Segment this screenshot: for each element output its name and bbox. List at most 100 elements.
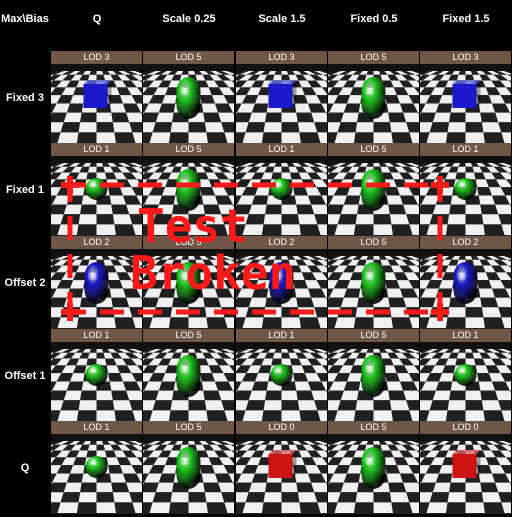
capsule-object — [176, 355, 201, 397]
lod-label: LOD 2 — [51, 236, 142, 249]
render-viewport — [51, 236, 142, 328]
render-viewport — [236, 236, 327, 328]
lod-label: LOD 5 — [143, 143, 234, 156]
cube-object — [83, 80, 112, 108]
column-header: Fixed 0.5 — [350, 13, 398, 25]
capsule-object — [84, 262, 109, 304]
lod-label: LOD 5 — [143, 329, 234, 342]
render-viewport — [420, 329, 511, 421]
render-cell: LOD 2 — [51, 236, 142, 329]
row-header: Fixed 1 — [6, 183, 44, 196]
sphere-object — [270, 364, 293, 386]
render-cell: LOD 5 — [143, 143, 234, 236]
render-viewport — [236, 143, 327, 235]
checkerboard-floor — [143, 349, 234, 421]
sphere-object — [85, 178, 108, 200]
render-viewport — [328, 421, 419, 513]
sphere-object — [85, 456, 108, 478]
sphere-object — [85, 364, 108, 386]
render-cell: LOD 3 — [236, 51, 327, 144]
checkerboard-floor — [236, 349, 327, 421]
render-cell: LOD 5 — [143, 329, 234, 422]
capsule-object — [453, 262, 478, 304]
cube-object — [452, 80, 481, 108]
render-cell: LOD 1 — [51, 421, 142, 514]
lod-label: LOD 1 — [420, 143, 511, 156]
capsule-object — [269, 262, 294, 304]
render-viewport — [328, 236, 419, 328]
render-cell: LOD 1 — [236, 143, 327, 236]
lod-label: LOD 5 — [328, 51, 419, 64]
row-header: Offset 2 — [4, 276, 46, 289]
lod-label: LOD 5 — [143, 51, 234, 64]
render-viewport — [328, 143, 419, 235]
lod-label: LOD 1 — [236, 143, 327, 156]
render-viewport — [51, 421, 142, 513]
checkerboard-floor — [420, 441, 511, 513]
render-viewport — [143, 421, 234, 513]
render-cell: LOD 1 — [51, 143, 142, 236]
checkerboard-floor — [420, 71, 511, 143]
render-viewport — [236, 421, 327, 513]
render-viewport — [143, 329, 234, 421]
render-cell: LOD 5 — [328, 421, 419, 514]
render-cell: LOD 3 — [420, 51, 511, 144]
lod-label: LOD 5 — [143, 421, 234, 434]
checkerboard-floor — [143, 71, 234, 143]
column-header: Scale 1.5 — [258, 13, 306, 25]
render-cell: LOD 1 — [420, 143, 511, 236]
capsule-object — [176, 262, 201, 304]
checkerboard-floor — [328, 71, 419, 143]
checkerboard-floor — [236, 71, 327, 143]
lod-label: LOD 5 — [143, 236, 234, 249]
render-cell: LOD 5 — [328, 329, 419, 422]
render-viewport — [143, 51, 234, 143]
lod-label: LOD 5 — [328, 143, 419, 156]
sphere-object — [454, 364, 477, 386]
column-header: Fixed 1.5 — [442, 13, 490, 25]
sphere-object — [270, 178, 293, 200]
render-viewport — [328, 329, 419, 421]
render-cell: LOD 2 — [236, 236, 327, 329]
corner-label: Max\Bias — [1, 13, 49, 25]
render-viewport — [51, 329, 142, 421]
lod-label: LOD 1 — [236, 329, 327, 342]
lod-label: LOD 1 — [51, 421, 142, 434]
lod-label: LOD 5 — [328, 236, 419, 249]
render-cell: LOD 5 — [143, 51, 234, 144]
cube-object — [268, 80, 297, 108]
row-header: Offset 1 — [4, 369, 46, 382]
capsule-object — [176, 169, 201, 211]
checkerboard-floor — [328, 349, 419, 421]
render-cell: LOD 3 — [51, 51, 142, 144]
lod-label: LOD 1 — [51, 143, 142, 156]
row-header: Q — [20, 461, 30, 474]
sphere-object — [454, 178, 477, 200]
checkerboard-floor — [51, 256, 142, 328]
checkerboard-floor — [236, 441, 327, 513]
render-viewport — [328, 51, 419, 143]
render-viewport — [51, 51, 142, 143]
render-cell: LOD 5 — [328, 143, 419, 236]
render-cell: LOD 5 — [328, 236, 419, 329]
column-header: Q — [92, 13, 102, 25]
render-cell: LOD 5 — [143, 421, 234, 514]
render-cell: LOD 1 — [236, 329, 327, 422]
lod-label: LOD 2 — [420, 236, 511, 249]
cube-object — [452, 450, 481, 478]
cube-object — [268, 450, 297, 478]
render-viewport — [236, 329, 327, 421]
render-viewport — [420, 143, 511, 235]
lod-label: LOD 1 — [51, 329, 142, 342]
lod-label: LOD 3 — [236, 51, 327, 64]
row-header: Fixed 3 — [6, 91, 44, 104]
render-cell: LOD 2 — [420, 236, 511, 329]
render-cell: LOD 1 — [51, 329, 142, 422]
lod-label: LOD 2 — [236, 236, 327, 249]
render-cell: LOD 0 — [420, 421, 511, 514]
lod-label: LOD 3 — [420, 51, 511, 64]
render-viewport — [236, 51, 327, 143]
render-viewport — [51, 143, 142, 235]
capsule-object — [361, 355, 386, 397]
